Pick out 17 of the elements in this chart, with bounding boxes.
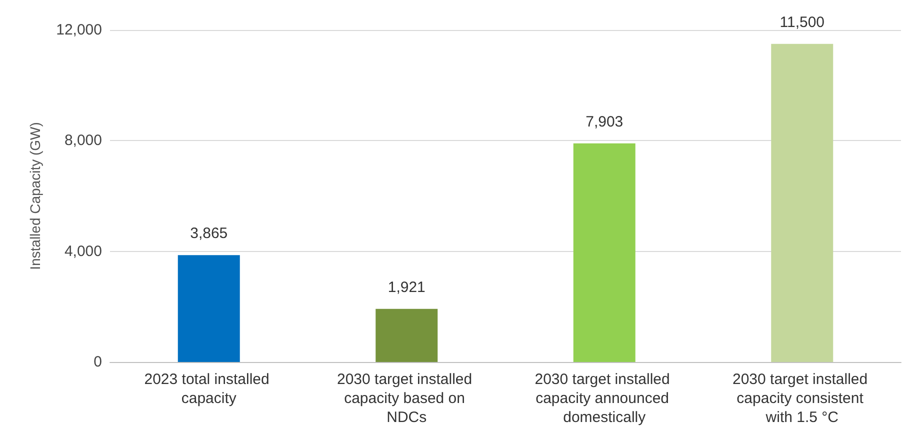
x-tick-label: 2030 target installed capacity announced domestically — [534, 371, 674, 426]
data-label: 3,865 — [190, 225, 228, 242]
x-tick-label: 2030 target installed capacity consistent with 1.5 °C — [732, 371, 872, 426]
data-label: 7,903 — [586, 113, 624, 130]
data-label: 11,500 — [780, 14, 825, 31]
bar — [376, 308, 438, 362]
x-tick-label: 2023 total installed capacity — [144, 371, 274, 407]
bar — [573, 143, 636, 362]
y-axis-title: Installed Capacity (GW) — [27, 122, 43, 270]
y-tick-label: 4,000 — [64, 242, 102, 260]
x-tick-label: 2030 target installed capacity based on NDCs — [336, 371, 476, 426]
data-label: 1,921 — [388, 278, 426, 296]
y-tick-label: 12,000 — [56, 22, 102, 38]
y-tick-label: 0 — [94, 354, 102, 370]
y-tick-label: 8,000 — [64, 132, 102, 150]
bar — [771, 44, 834, 362]
bar — [178, 255, 240, 362]
